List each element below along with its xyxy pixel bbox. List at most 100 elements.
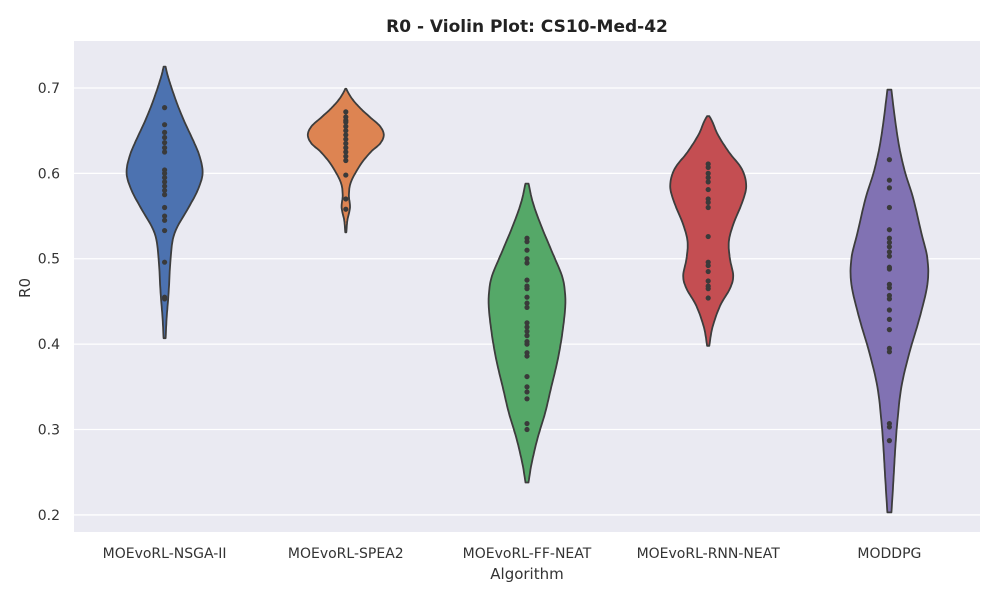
data-point (886, 307, 893, 313)
data-point (162, 192, 168, 198)
data-point (524, 256, 530, 262)
data-point (524, 260, 530, 266)
x-tick-label: MOEvoRL-FF-NEAT (463, 546, 592, 562)
data-point (162, 217, 168, 223)
y-tick-label: 0.4 (38, 337, 60, 353)
data-point (162, 122, 168, 128)
y-tick-label: 0.7 (38, 81, 60, 97)
data-point (705, 175, 711, 181)
violin-body (125, 65, 204, 340)
y-tick-labels: 0.2 0.3 0.4 0.5 0.6 0.7 (38, 81, 60, 524)
data-point (705, 286, 711, 292)
x-tick-labels: MOEvoRL-NSGA-II MOEvoRL-SPEA2 MOEvoRL-FF-N… (103, 546, 922, 562)
data-point (524, 286, 530, 292)
data-point (524, 373, 530, 380)
data-point (886, 266, 893, 272)
data-point (343, 196, 349, 202)
x-tick-label: MOEvoRL-RNN-NEAT (637, 546, 781, 562)
data-point (162, 134, 168, 141)
data-point (343, 140, 349, 147)
data-point (162, 204, 168, 211)
data-point (886, 177, 893, 183)
data-point (524, 341, 530, 347)
data-point (524, 384, 530, 390)
data-point (705, 204, 711, 211)
data-point (524, 333, 530, 339)
data-point (162, 145, 168, 151)
data-point (524, 324, 530, 330)
data-point (343, 157, 349, 164)
x-tick-label: MOEvoRL-NSGA-II (103, 546, 227, 562)
data-points (162, 105, 893, 444)
data-point (162, 187, 168, 194)
violin-body (669, 115, 748, 347)
data-point (343, 206, 349, 212)
data-point (524, 328, 530, 334)
data-point (886, 244, 893, 250)
data-point (705, 233, 711, 240)
data-point (162, 296, 168, 302)
data-point (343, 119, 349, 125)
data-point (343, 136, 349, 142)
data-point (343, 153, 349, 159)
data-point (524, 426, 530, 433)
data-point (524, 353, 530, 359)
data-point (524, 320, 530, 326)
data-point (162, 179, 168, 185)
data-point (705, 278, 711, 284)
data-point (886, 316, 893, 322)
data-point (886, 349, 893, 355)
x-axis-label: Algorithm (490, 565, 563, 583)
data-point (524, 247, 530, 253)
data-point (524, 277, 530, 283)
data-point (705, 179, 711, 185)
x-tick-label: MODDPG (857, 546, 921, 562)
data-point (524, 239, 530, 245)
data-point (162, 183, 168, 189)
data-point (524, 304, 530, 311)
data-point (886, 157, 893, 163)
data-point (162, 149, 168, 155)
data-point (705, 262, 711, 269)
data-point (886, 235, 893, 241)
y-tick-label: 0.6 (38, 166, 60, 182)
data-point (162, 140, 168, 146)
y-axis-label: R0 (16, 278, 34, 298)
data-point (343, 128, 349, 134)
data-point (343, 109, 349, 115)
data-point (886, 253, 893, 259)
data-point (886, 296, 893, 302)
x-tick-label: MOEvoRL-SPEA2 (288, 546, 404, 562)
chart-title: R0 - Violin Plot: CS10-Med-42 (386, 17, 668, 37)
y-tick-label: 0.5 (38, 252, 60, 268)
data-point (886, 204, 893, 211)
data-point (343, 149, 349, 155)
y-tick-label: 0.2 (38, 508, 60, 524)
data-point (162, 105, 168, 111)
data-point (162, 170, 168, 176)
data-point (886, 185, 893, 191)
data-point (162, 129, 168, 135)
data-point (343, 132, 349, 138)
data-point (886, 227, 893, 233)
data-point (705, 295, 711, 301)
data-point (162, 259, 168, 265)
data-point (524, 420, 530, 427)
data-point (886, 327, 893, 333)
data-point (886, 249, 893, 255)
data-point (524, 300, 530, 306)
data-point (886, 438, 893, 444)
data-point (705, 199, 711, 205)
data-point (162, 175, 168, 181)
data-point (162, 227, 168, 234)
data-point (886, 424, 893, 430)
data-point (343, 123, 349, 129)
data-point (705, 164, 711, 170)
data-point (886, 285, 893, 291)
data-point (705, 170, 711, 176)
data-point (705, 186, 711, 193)
data-point (162, 213, 168, 219)
data-point (886, 239, 893, 246)
y-tick-label: 0.3 (38, 423, 60, 439)
